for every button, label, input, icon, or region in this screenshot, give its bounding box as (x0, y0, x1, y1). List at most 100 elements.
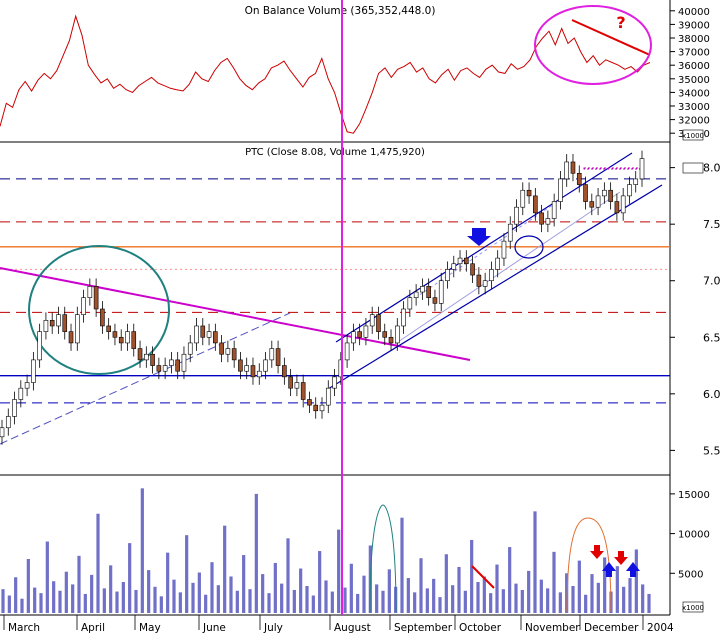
volume-bar (565, 573, 569, 613)
candle-body (118, 336, 124, 344)
obv-unit-box (682, 129, 704, 141)
obv-highlight-circle (534, 5, 652, 85)
volume-bars (1, 488, 651, 613)
candle-body (112, 331, 118, 338)
candle-body (357, 331, 362, 338)
volume-bar (425, 588, 429, 613)
candle-body (457, 257, 463, 265)
candle-body (558, 178, 563, 202)
volume-bar (7, 595, 11, 613)
candle-body (382, 331, 388, 338)
volume-bar (356, 593, 360, 613)
candle-body (507, 223, 513, 242)
candle-body (37, 331, 42, 361)
obv-series-line (0, 14, 651, 134)
volume-bar (577, 560, 581, 613)
x-axis: March April May June July August September Octo… (3, 615, 674, 633)
volume-bar (273, 562, 277, 613)
volume-unit-box (682, 601, 704, 613)
price-tick-label: 7.0 (703, 275, 721, 288)
volume-bar (337, 529, 341, 613)
volume-bar (58, 590, 62, 613)
candle-body (533, 195, 538, 214)
candle-body (169, 359, 174, 366)
candle-body (18, 387, 24, 400)
volume-bar (185, 535, 189, 613)
volume-tick-label: 15000 (678, 490, 710, 501)
question-mark: ? (616, 13, 625, 32)
x-tick-label: December (584, 622, 639, 633)
candle-body (394, 325, 400, 344)
volume-bar (96, 513, 100, 613)
volume-unit-label: x1000 (682, 604, 704, 612)
volume-bar (45, 541, 49, 613)
candlestick-series (0, 150, 645, 445)
candle-body (614, 201, 620, 214)
price-y-axis: 8.0 7.5 7.0 6.5 6.0 5.5 (670, 162, 721, 457)
candle-body (175, 359, 180, 372)
candle-body (282, 365, 287, 378)
candle-body (244, 365, 250, 372)
volume-bar (590, 574, 594, 613)
price-tick-label: 5.5 (703, 444, 721, 457)
candle-body (81, 297, 86, 315)
blue-up-arrow-2 (626, 562, 640, 577)
obv-tick-label: 33000 (678, 102, 710, 113)
candle-body (539, 212, 544, 225)
channel-mid-line (394, 191, 621, 345)
volume-y-axis: 15000 10000 5000 (670, 490, 710, 580)
candle-body (125, 331, 130, 344)
volume-bar (324, 580, 328, 613)
volume-bar (634, 549, 638, 613)
base-circle (28, 245, 170, 375)
candle-body (495, 257, 500, 270)
volume-bar (596, 582, 600, 613)
candle-body (426, 286, 431, 298)
obv-tick-label: 39000 (678, 20, 710, 31)
inner-dashed-line (414, 199, 561, 299)
candle-body (520, 189, 526, 208)
obv-panel: On Balance Volume (365,352,448.0) 40000 3… (0, 0, 710, 143)
volume-bar (1, 589, 5, 613)
candle-body (0, 427, 5, 438)
candle-body (213, 331, 218, 344)
volume-bar (254, 493, 258, 613)
volume-bar (140, 488, 144, 613)
x-tick-label: March (8, 622, 40, 633)
red-down-arrow-1 (590, 545, 604, 559)
volume-bar (172, 579, 176, 613)
volume-bar (77, 555, 81, 613)
volume-bar (90, 574, 94, 613)
volume-bar (406, 578, 410, 613)
price-tick-label: 6.5 (703, 331, 721, 344)
obv-tick-label: 36000 (678, 61, 710, 72)
candle-body (206, 331, 212, 338)
volume-bar (432, 578, 436, 613)
volume-bar (622, 586, 626, 613)
candle-body (12, 399, 17, 417)
volume-tick-label: 10000 (678, 530, 710, 541)
candle-body (501, 240, 507, 259)
volume-bar (305, 586, 309, 613)
price-panel: PTC (Close 8.08, Volume 1,475,920) 8.0 7.… (0, 142, 721, 476)
candle-body (451, 263, 457, 270)
candle-body (131, 331, 137, 349)
candle-body (545, 218, 551, 225)
volume-bar (52, 581, 56, 613)
volume-bar (343, 587, 347, 613)
candle-body (200, 325, 206, 338)
volume-bar (204, 594, 208, 613)
candle-body (570, 161, 576, 174)
candle-body (181, 353, 187, 372)
volume-bar (39, 593, 43, 613)
volume-bar (33, 587, 37, 613)
candle-body (250, 365, 256, 378)
candle-body (93, 286, 99, 310)
x-tick-label: October (459, 622, 502, 633)
volume-bar (641, 584, 645, 613)
candle-body (294, 382, 300, 389)
candle-body (100, 308, 105, 327)
x-tick-label: 2004 (647, 622, 674, 633)
volume-bar (482, 576, 486, 613)
volume-bar (248, 589, 252, 613)
